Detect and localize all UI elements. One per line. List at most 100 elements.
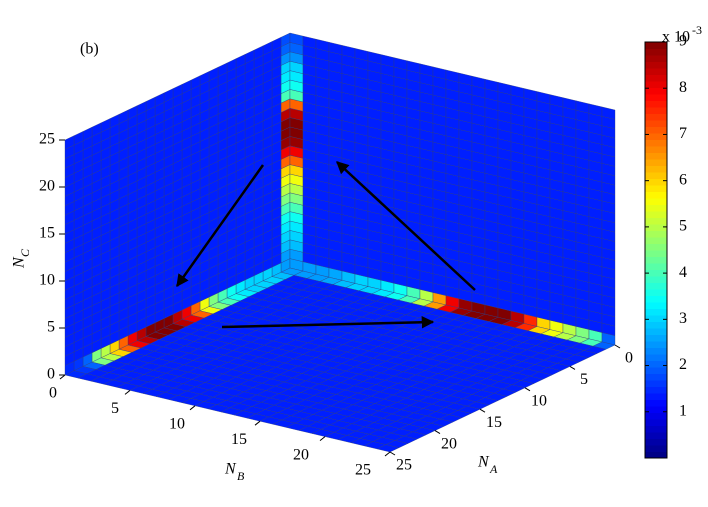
colorbar-swatch xyxy=(645,217,667,225)
colorbar-swatch xyxy=(645,360,667,368)
colorbar-swatch xyxy=(645,81,667,88)
colorbar-frame xyxy=(644,41,668,459)
x-tick-label: 25 xyxy=(396,457,412,474)
voxel-face xyxy=(601,106,616,120)
arrow xyxy=(221,316,435,329)
x-tick-label: 0 xyxy=(625,350,633,367)
x-axis-title-sub: A xyxy=(489,462,498,476)
x-tick xyxy=(524,387,531,392)
colorbar-swatch xyxy=(645,61,667,69)
colorbar-swatch xyxy=(645,152,667,160)
colorbar-swatch xyxy=(645,321,667,329)
colorbar-swatch xyxy=(645,373,667,381)
colorbar-swatch xyxy=(645,399,667,407)
x-tick-label: 15 xyxy=(486,414,502,431)
colorbar-swatch xyxy=(645,48,667,56)
colorbar-swatch xyxy=(645,380,667,387)
colorbar-swatch xyxy=(645,347,667,355)
colorbar-swatch xyxy=(645,100,667,108)
colorbar-swatch xyxy=(645,419,667,426)
colorbar-swatch xyxy=(645,308,667,316)
z-tick-label: 0 xyxy=(47,366,55,383)
colorbar-tick-label: 7 xyxy=(679,125,687,142)
colorbar-swatch xyxy=(645,315,667,322)
colorbar-swatch xyxy=(645,165,667,173)
x-axis-title-main: N xyxy=(477,454,490,471)
colorbar-swatch xyxy=(645,107,667,114)
colorbar-tick-label: 1 xyxy=(679,402,687,419)
colorbar-swatch xyxy=(645,113,667,121)
colorbar-swatch xyxy=(645,146,667,153)
colorbar-swatch xyxy=(645,237,667,244)
colorbar-swatch xyxy=(645,256,667,264)
x-tick xyxy=(434,430,441,435)
colorbar-swatch xyxy=(645,211,667,218)
colorbar-swatch xyxy=(645,159,667,166)
x-tick xyxy=(614,344,621,349)
z-axis-title: N C xyxy=(11,248,32,269)
arrow xyxy=(336,161,476,291)
y-axis-title-sub: B xyxy=(237,469,245,483)
colorbar-swatch xyxy=(645,269,667,277)
colorbar-swatch xyxy=(645,230,667,238)
colorbar-swatch xyxy=(645,276,667,283)
y-tick xyxy=(254,420,261,426)
z-axis-title-main: N xyxy=(11,256,28,269)
colorbar-swatch xyxy=(645,139,667,147)
z-tick-label: 10 xyxy=(39,272,55,289)
y-tick xyxy=(384,451,391,457)
colorbar-swatch xyxy=(645,367,667,374)
x-tick-label: 10 xyxy=(531,392,547,409)
y-tick-label: 0 xyxy=(49,385,57,402)
colorbar-swatch xyxy=(645,126,667,134)
y-tick-label: 5 xyxy=(111,400,119,417)
colorbar-scale: x 10 xyxy=(662,29,690,46)
colorbar: 1 2 3 4 5 6 7 8 9 xyxy=(644,33,687,459)
y-tick xyxy=(189,405,196,411)
z-tick-label: 25 xyxy=(39,131,55,148)
colorbar-swatch xyxy=(645,68,667,75)
colorbar-swatch xyxy=(645,243,667,251)
y-tick-label: 10 xyxy=(169,415,185,432)
y-tick-label: 15 xyxy=(231,431,247,448)
y-tick xyxy=(319,436,326,441)
y-tick-label: 20 xyxy=(293,446,309,463)
z-tick-label: 15 xyxy=(39,225,55,242)
panel-label: (b) xyxy=(80,41,99,58)
colorbar-swatch xyxy=(645,74,667,82)
x-tick xyxy=(479,408,486,413)
colorbar-swatch xyxy=(645,120,667,127)
colorbar-tick-label: 2 xyxy=(679,356,687,373)
y-tick-label: 25 xyxy=(355,462,371,479)
y-axis-title-main: N xyxy=(224,461,237,478)
colorbar-swatch xyxy=(645,412,667,420)
colorbar-swatch xyxy=(645,354,667,361)
colorbar-swatch xyxy=(645,198,667,205)
colorbar-tick-label: 4 xyxy=(679,264,687,281)
colorbar-swatch xyxy=(645,94,667,101)
colorbar-swatch xyxy=(645,250,667,257)
colorbar-swatch xyxy=(645,55,667,62)
colorbar-swatch xyxy=(645,289,667,296)
colorbar-swatch xyxy=(645,87,667,95)
colorbar-swatch xyxy=(645,295,667,303)
colorbar-swatch xyxy=(645,185,667,192)
colorbar-swatch xyxy=(645,445,667,452)
colorbar-swatch xyxy=(645,406,667,413)
colorbar-tick-label: 5 xyxy=(679,218,687,235)
y-tick xyxy=(124,390,131,395)
x-tick xyxy=(389,451,396,456)
arrows xyxy=(175,161,476,329)
colorbar-tick-label: 3 xyxy=(679,310,687,327)
colorbar-swatch xyxy=(645,334,667,342)
colorbar-swatch xyxy=(645,393,667,400)
colorbar-swatch xyxy=(645,341,667,348)
z-axis-title-sub: C xyxy=(18,248,32,257)
z-tick-label: 20 xyxy=(39,178,55,195)
colorbar-swatch xyxy=(645,425,667,433)
x-tick xyxy=(569,365,576,370)
colorbar-swatch xyxy=(645,224,667,231)
colorbar-swatch xyxy=(645,451,667,459)
colorbar-swatch xyxy=(645,432,667,439)
colorbar-tick-label: 6 xyxy=(679,171,687,188)
